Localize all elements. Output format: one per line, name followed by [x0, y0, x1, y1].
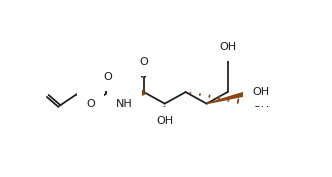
Text: OH: OH: [252, 99, 270, 109]
Text: OH: OH: [156, 116, 173, 126]
Text: O: O: [103, 72, 112, 82]
Text: OH: OH: [252, 87, 270, 97]
Text: NH: NH: [116, 99, 133, 109]
Text: OH: OH: [219, 42, 236, 52]
Text: O: O: [86, 99, 95, 109]
Polygon shape: [207, 90, 253, 104]
Text: O: O: [139, 57, 148, 67]
Polygon shape: [124, 90, 145, 104]
